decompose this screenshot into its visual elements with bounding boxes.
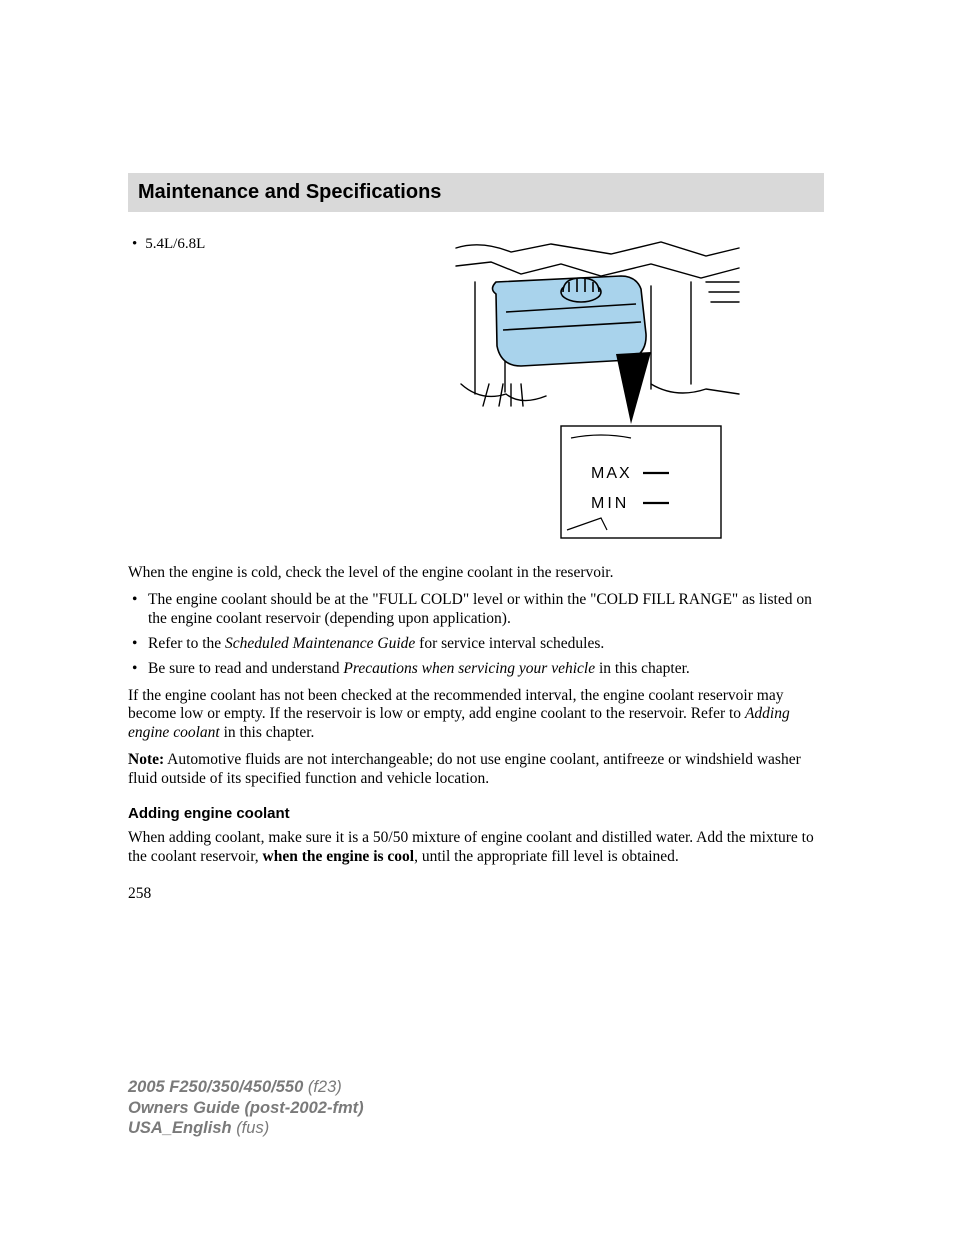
list-item: Refer to the Scheduled Maintenance Guide… xyxy=(148,635,824,654)
para-not-checked: If the engine coolant has not been check… xyxy=(128,687,824,744)
coolant-diagram: MAX MIN xyxy=(368,234,824,544)
max-label: MAX xyxy=(591,465,632,482)
intro-para: When the engine is cold, check the level… xyxy=(128,564,824,583)
min-label: MIN xyxy=(591,495,629,512)
section-header: Maintenance and Specifications xyxy=(128,173,824,212)
list-item: Be sure to read and understand Precautio… xyxy=(148,660,824,679)
note-para: Note: Automotive fluids are not intercha… xyxy=(128,751,824,789)
page-number: 258 xyxy=(128,885,824,904)
footer: 2005 F250/350/450/550 (f23) Owners Guide… xyxy=(128,1077,364,1139)
para-adding: When adding coolant, make sure it is a 5… xyxy=(128,829,824,867)
list-item: The engine coolant should be at the "FUL… xyxy=(148,591,824,629)
subhead-adding: Adding engine coolant xyxy=(128,805,824,823)
bullet-list: The engine coolant should be at the "FUL… xyxy=(128,591,824,679)
engine-label: 5.4L/6.8L xyxy=(128,236,358,253)
section-title: Maintenance and Specifications xyxy=(138,181,814,204)
